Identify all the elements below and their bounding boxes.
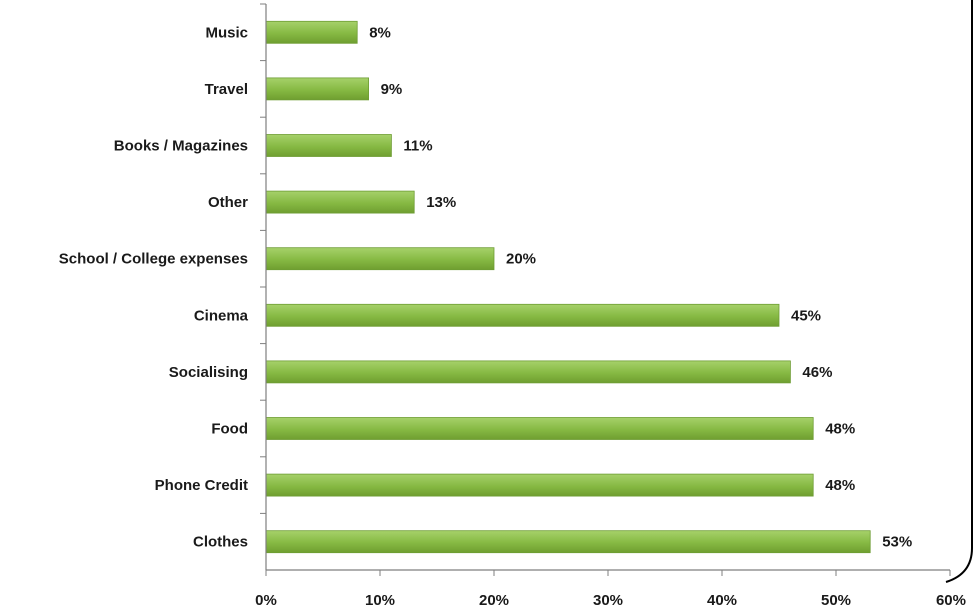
category-label-books-magazines: Books / Magazines <box>114 138 248 155</box>
category-label-school-college-expenses: School / College expenses <box>59 251 248 268</box>
value-label-school-college-expenses: 20% <box>506 251 536 268</box>
value-label-other: 13% <box>426 194 456 211</box>
x-tick-label: 20% <box>479 592 509 609</box>
category-label-cinema: Cinema <box>194 307 249 324</box>
axes-layer: Music 8% Travel 9% Books / Magazines 11% Other… <box>59 3 966 609</box>
x-tick-label: 0% <box>255 592 277 609</box>
bar-clothes <box>265 530 871 554</box>
bar-phone-credit <box>265 473 814 497</box>
bars-layer <box>265 20 871 554</box>
x-tick-label: 50% <box>821 592 851 609</box>
category-label-food: Food <box>211 421 248 438</box>
x-tick-label: 60% <box>936 592 966 609</box>
bar-books-magazines <box>265 134 392 157</box>
bar-cinema <box>265 303 780 327</box>
value-label-socialising: 46% <box>802 364 832 381</box>
value-label-books-magazines: 11% <box>403 138 432 155</box>
x-tick-label: 30% <box>593 592 623 609</box>
category-label-phone-credit: Phone Credit <box>155 477 248 494</box>
category-label-music: Music <box>205 24 248 41</box>
bar-travel <box>265 77 369 101</box>
category-label-other: Other <box>208 194 248 211</box>
bar-food <box>265 417 814 440</box>
value-label-clothes: 53% <box>882 534 912 551</box>
bar-socialising <box>265 360 791 384</box>
value-label-phone-credit: 48% <box>825 477 855 494</box>
value-label-food: 48% <box>825 421 855 438</box>
x-tick-label: 40% <box>707 592 737 609</box>
category-label-travel: Travel <box>205 81 248 98</box>
value-label-travel: 9% <box>381 81 403 98</box>
x-tick-label: 10% <box>365 592 395 609</box>
bar-other <box>265 190 415 214</box>
category-label-clothes: Clothes <box>193 534 248 551</box>
category-label-socialising: Socialising <box>169 364 248 381</box>
frame-border <box>945 0 973 583</box>
value-label-music: 8% <box>369 24 391 41</box>
value-label-cinema: 45% <box>791 307 821 324</box>
bar-school-college-expenses <box>265 247 495 271</box>
bar-music <box>265 20 358 44</box>
